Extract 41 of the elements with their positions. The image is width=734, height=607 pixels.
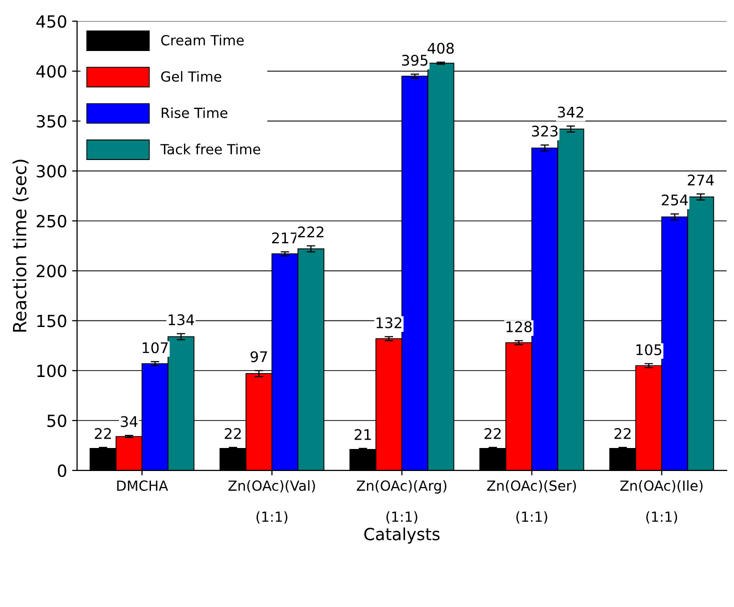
y-tick-label: 0 (58, 464, 66, 477)
category-label: Zn(OAc)(Ser) (1:1) (487, 480, 576, 524)
y-tick-label: 50 (47, 414, 66, 428)
y-tick-label: 250 (36, 214, 66, 228)
data-label: 254 (662, 194, 688, 206)
y-tick-label: 450 (36, 15, 66, 28)
data-label: 22 (614, 428, 631, 439)
data-label: 22 (94, 428, 111, 439)
data-label: 274 (688, 174, 714, 186)
data-label: 107 (142, 342, 168, 354)
data-label: 132 (376, 317, 402, 328)
data-label: 342 (558, 106, 584, 118)
data-label: 217 (272, 232, 298, 244)
data-label: 134 (168, 314, 194, 326)
data-label: 97 (250, 351, 267, 362)
data-label: 222 (298, 226, 324, 238)
legend-label: Gel Time (161, 71, 222, 82)
y-tick-label: 350 (36, 115, 66, 128)
data-label: 105 (636, 344, 662, 356)
category-label: Zn(OAc)(Val) (1:1) (228, 480, 315, 524)
category-label: Zn(OAc)(Ile) (1:1) (620, 480, 703, 524)
data-label: 128 (506, 321, 532, 332)
data-label: 395 (402, 54, 428, 66)
data-label: 21 (354, 429, 371, 440)
data-label: 34 (120, 416, 138, 428)
legend-label: Cream Time (161, 34, 244, 46)
y-tick-label: 150 (37, 314, 66, 328)
y-tick-label: 300 (36, 164, 66, 178)
x-tick-label: DMCHA (117, 480, 168, 491)
y-tick-label: 400 (36, 65, 66, 78)
data-label: 22 (484, 428, 501, 439)
legend-label: Rise Time (162, 107, 228, 118)
y-tick-label: 200 (36, 264, 66, 278)
data-label: 408 (428, 42, 454, 54)
data-label: 323 (532, 126, 558, 137)
x-axis-title: Catalysts (364, 527, 440, 544)
data-label: 22 (224, 428, 241, 439)
y-tick-label: 100 (37, 364, 66, 378)
legend-label: Tack free Time (160, 144, 260, 154)
category-label: Zn(OAc)(Arg) (1:1) (356, 480, 446, 524)
y-axis-title: Reaction time (sec) (12, 160, 29, 332)
